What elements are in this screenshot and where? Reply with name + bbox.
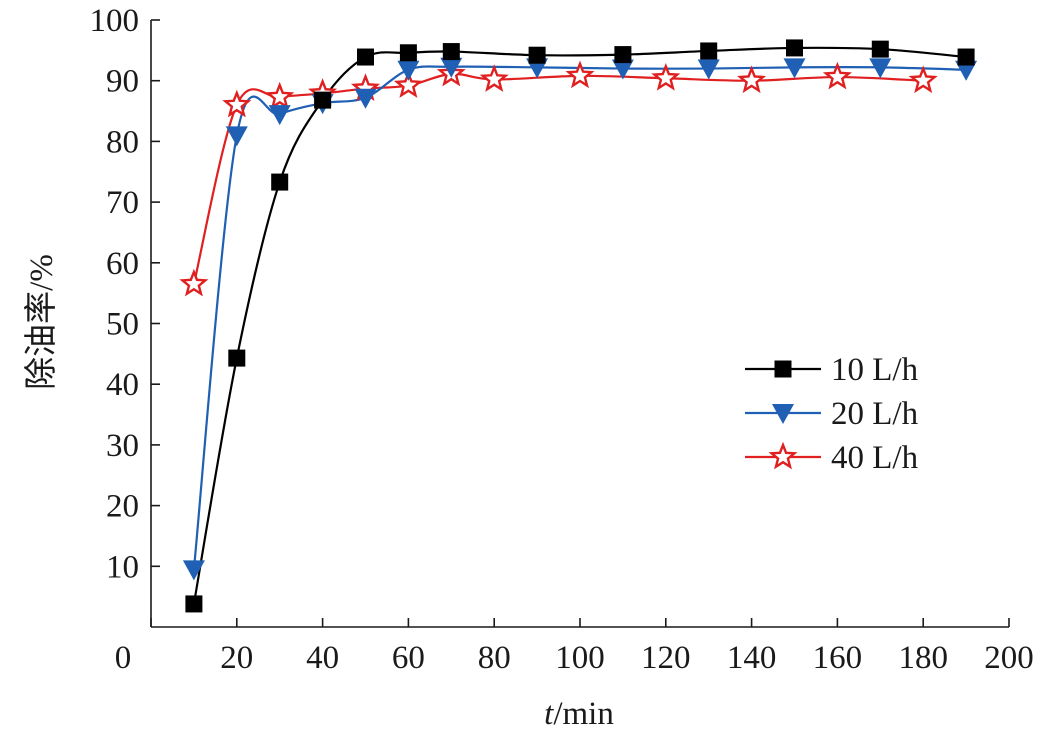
data-point-10-l-h [528, 46, 546, 64]
series-group [179, 39, 978, 613]
y-tick-label: 100 [90, 3, 140, 39]
data-point-10-l-h [442, 43, 460, 61]
data-point-20-l-h [955, 60, 978, 81]
legend-marker [772, 404, 794, 424]
data-point-40-l-h [222, 89, 252, 118]
data-point-40-l-h [265, 81, 295, 110]
data-point-20-l-h [611, 59, 634, 80]
y-tick-label: 60 [106, 246, 139, 282]
data-point-10-l-h [228, 349, 246, 367]
legend-item-10-l-h: 10 L/h [745, 352, 919, 388]
series-20-l-h [192, 65, 967, 570]
legend-marker [774, 360, 792, 378]
data-point-40-l-h [822, 61, 852, 90]
x-tick-label: 140 [727, 640, 777, 676]
x-tick-label: 60 [392, 640, 425, 676]
legend-label: 40 L/h [831, 440, 919, 476]
data-point-10-l-h [185, 595, 203, 613]
legend-label: 10 L/h [831, 352, 919, 388]
data-point-40-l-h [393, 70, 423, 98]
x-tick-label: 200 [984, 640, 1034, 676]
series-markers-40-l-h [179, 58, 938, 297]
series-markers-20-l-h [182, 57, 978, 581]
data-point-20-l-h [397, 60, 420, 81]
data-point-40-l-h [179, 268, 209, 297]
x-tick-label: 120 [641, 640, 691, 676]
data-point-40-l-h [737, 65, 767, 94]
y-tick-label: 30 [106, 428, 139, 464]
x-axis-title-unit: /min [553, 696, 614, 732]
x-tick-label: 80 [478, 640, 511, 676]
y-tick-label: 20 [106, 489, 139, 525]
y-tick-label: 80 [106, 124, 139, 160]
x-axis-title: t/min [544, 696, 614, 732]
data-point-10-l-h [314, 91, 332, 109]
data-point-20-l-h [697, 59, 720, 80]
data-point-10-l-h [614, 46, 632, 64]
legend-item-40-l-h: 40 L/h [745, 440, 919, 476]
y-tick-label: 40 [106, 367, 139, 403]
data-point-10-l-h [357, 48, 374, 66]
x-tick-label: 20 [220, 640, 253, 676]
data-point-20-l-h [440, 57, 463, 78]
legend-item-20-l-h: 20 L/h [745, 396, 919, 432]
x-tick-label: 100 [555, 640, 605, 676]
series-line-40-l-h [192, 72, 924, 285]
series-line-10-l-h [192, 46, 967, 605]
y-axis-title: 除油率/% [23, 254, 60, 390]
y-tick-label: 10 [106, 549, 139, 585]
data-point-10-l-h [871, 40, 889, 58]
series-markers-10-l-h [185, 39, 975, 613]
x-axis-title-variable: t [544, 696, 554, 732]
data-point-20-l-h [268, 105, 291, 126]
series-40-l-h [192, 72, 924, 285]
series-10-l-h [192, 46, 967, 605]
x-tick-label: 40 [306, 640, 339, 676]
x-tick-label: 160 [813, 640, 863, 676]
data-point-20-l-h [182, 560, 205, 581]
data-point-10-l-h [271, 173, 289, 191]
data-point-10-l-h [957, 48, 975, 66]
y-tick-label: 70 [106, 185, 139, 221]
data-point-40-l-h [479, 64, 509, 92]
legend: 10 L/h 20 L/h 40 L/h [745, 352, 919, 476]
data-point-20-l-h [225, 126, 248, 147]
data-point-20-l-h [783, 58, 806, 79]
axes: 10 20 30 40 50 60 70 80 90 100 0 20 40 60 80 100 120 140 1… [90, 3, 1034, 676]
legend-marker [768, 441, 798, 470]
y-tick-label: 90 [106, 64, 139, 100]
data-point-40-l-h [651, 62, 681, 91]
x-tick-label: 180 [898, 640, 948, 676]
y-tick-label: 50 [106, 307, 139, 343]
data-point-40-l-h [908, 65, 938, 94]
data-point-20-l-h [354, 88, 377, 109]
data-point-10-l-h [399, 44, 417, 62]
data-point-10-l-h [700, 42, 718, 60]
axis-titles: t/min 除油率/% [23, 254, 614, 732]
legend-label: 20 L/h [831, 396, 919, 432]
series-line-20-l-h [192, 65, 967, 570]
data-point-20-l-h [869, 58, 892, 79]
data-point-10-l-h [786, 39, 803, 57]
data-point-40-l-h [565, 60, 595, 89]
x-tick-label: 0 [115, 640, 132, 676]
